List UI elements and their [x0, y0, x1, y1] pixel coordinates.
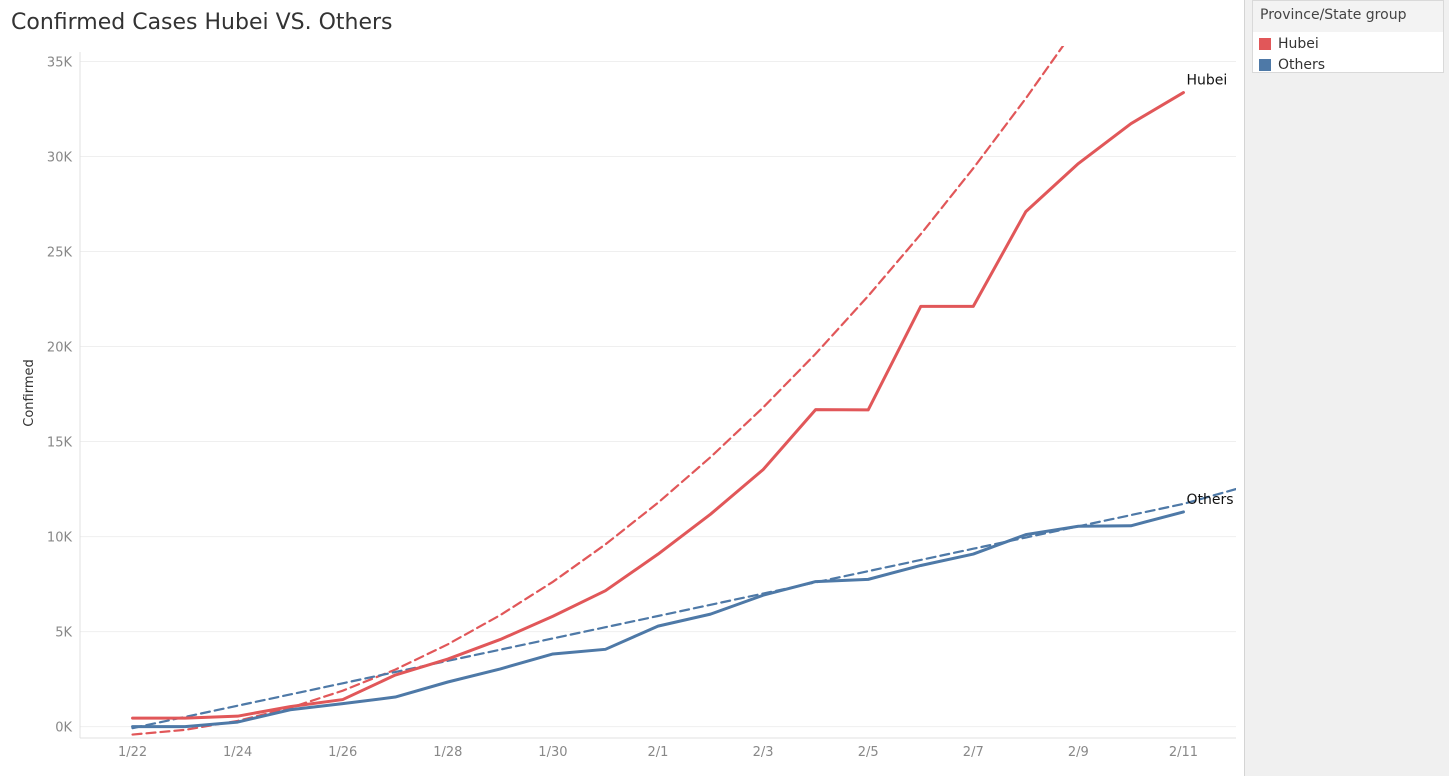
x-tick-label: 2/9	[1068, 745, 1089, 760]
x-tick-label: 2/5	[858, 745, 879, 760]
x-tick-label: 1/22	[118, 745, 147, 760]
x-tick-label: 2/11	[1169, 745, 1198, 760]
hubei-series-line[interactable]	[131, 91, 1185, 720]
x-tick-labels: 1/22 1/24 1/26 1/28 1/30 2/1 2/3 2/5 2/7 2/9 2/11	[118, 745, 1198, 760]
hubei-swatch	[1259, 38, 1271, 50]
y-axis-title: Confirmed	[22, 359, 37, 427]
series-lines	[131, 91, 1185, 729]
x-tick-label: 1/28	[433, 745, 462, 760]
y-tick-label: 10K	[47, 531, 73, 546]
x-tick-label: 1/30	[538, 745, 567, 760]
x-tick-label: 2/3	[753, 745, 774, 760]
y-tick-label: 0K	[55, 721, 72, 736]
others-swatch	[1259, 59, 1271, 71]
gridlines	[80, 61, 1236, 728]
others-series-line[interactable]	[131, 510, 1185, 729]
legend-item-others[interactable]: Others	[1259, 56, 1325, 74]
legend-panel: Province/State group Hubei Others	[1244, 0, 1449, 776]
series-end-labels: Hubei Others	[1186, 73, 1233, 508]
y-tick-labels: 0K 5K 10K 15K 20K 25K 30K 35K	[47, 56, 73, 736]
y-tick-label: 35K	[47, 56, 73, 71]
legend-item-label: Others	[1278, 57, 1326, 73]
x-tick-label: 1/24	[223, 745, 252, 760]
y-tick-label: 5K	[55, 626, 72, 641]
others-end-label: Others	[1186, 492, 1233, 508]
y-tick-label: 30K	[47, 151, 73, 166]
legend: Province/State group Hubei Others	[1252, 0, 1444, 73]
chart-title: Confirmed Cases Hubei VS. Others	[11, 10, 393, 35]
x-tick-label: 1/26	[328, 745, 357, 760]
y-tick-label: 15K	[47, 436, 73, 451]
legend-item-label: Hubei	[1278, 36, 1319, 52]
trend-lines	[131, 46, 1236, 736]
y-tick-label: 25K	[47, 246, 73, 261]
hubei-end-label: Hubei	[1186, 73, 1227, 89]
y-tick-label: 20K	[47, 341, 73, 356]
x-tick-label: 2/1	[648, 745, 669, 760]
others-trend-line	[131, 487, 1236, 730]
x-tick-label: 2/7	[963, 745, 984, 760]
legend-title: Province/State group	[1253, 1, 1443, 32]
legend-item-hubei[interactable]: Hubei	[1259, 35, 1319, 53]
